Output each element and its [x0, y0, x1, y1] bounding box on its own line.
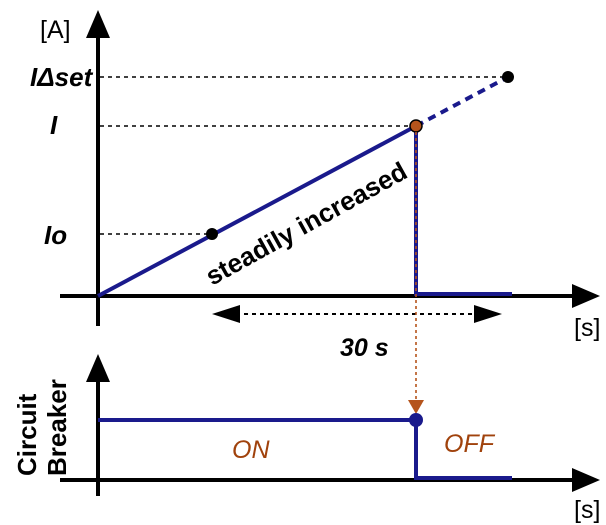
trip-current-label: I: [50, 110, 58, 140]
bottom-y-axis: [86, 354, 110, 496]
circuit-breaker-label-line2: Breaker: [42, 379, 72, 476]
duration-arrow: [212, 305, 502, 323]
ramp-extension-dashed: [415, 75, 509, 128]
bottom-x-axis: [60, 468, 600, 492]
duration-label: 30 s: [340, 334, 389, 362]
state-off-label: OFF: [444, 430, 496, 458]
circuit-breaker-label-line1: Circuit: [12, 393, 42, 476]
trip-point: [409, 119, 423, 133]
top-y-axis: [86, 10, 110, 326]
top-x-unit-label: [s]: [574, 314, 600, 342]
bottom-x-unit-label: [s]: [574, 496, 600, 524]
trip-setting-label: IΔset: [30, 62, 94, 92]
trip-setting-point: [502, 71, 514, 83]
circuit-breaker-label: Circuit Breaker: [12, 379, 72, 476]
state-on-label: ON: [232, 436, 270, 464]
trip-link-arrowhead: [408, 400, 424, 414]
start-current-label: Io: [44, 220, 67, 250]
top-y-unit-label: [A]: [40, 16, 71, 44]
start-point: [206, 228, 218, 240]
top-x-axis: [60, 284, 600, 308]
breaker-trip-point: [409, 413, 423, 427]
current-ramp-line: [97, 124, 417, 298]
